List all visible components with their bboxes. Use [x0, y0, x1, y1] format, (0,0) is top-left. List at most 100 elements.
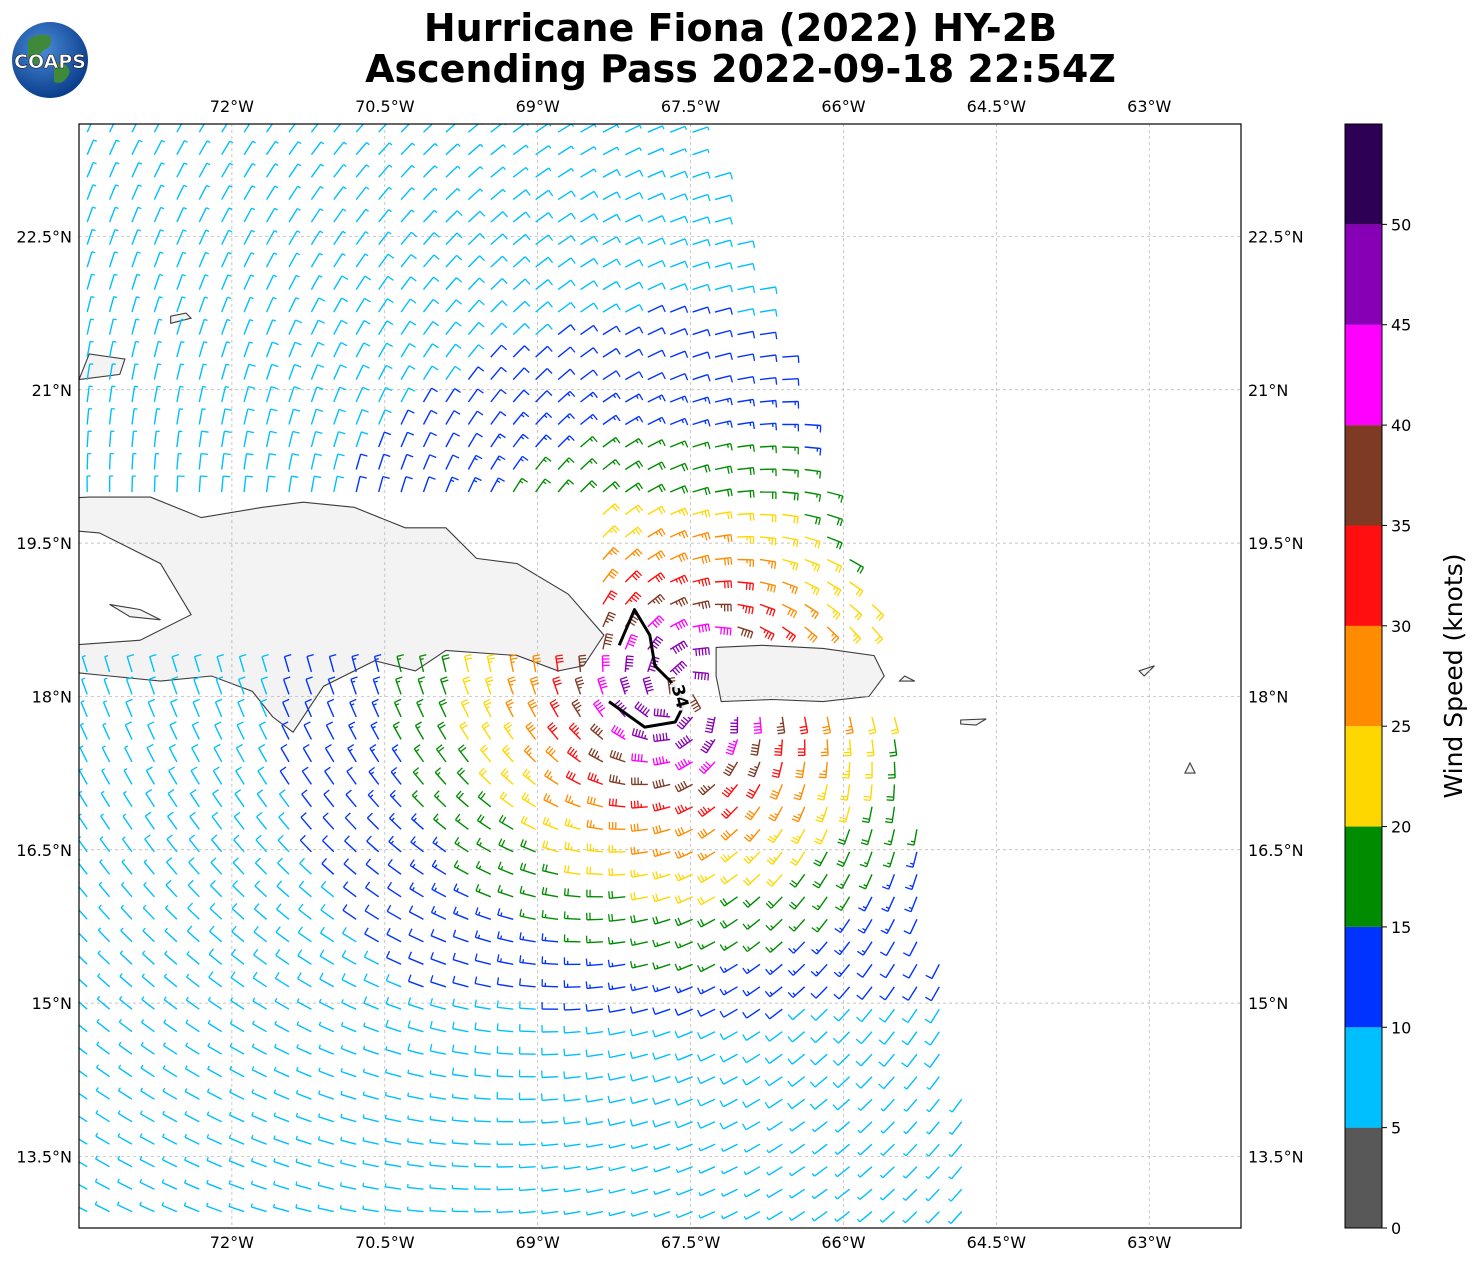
barb-feather: [631, 728, 635, 736]
wind-barb: [571, 699, 582, 718]
wind-barb: [414, 721, 425, 740]
wind-barb: [456, 767, 469, 785]
barb-feather: [213, 743, 221, 749]
wind-barb: [588, 747, 604, 763]
barb-half-feather: [589, 460, 593, 464]
wind-barb: [445, 277, 463, 291]
barb-shaft: [413, 748, 425, 763]
wind-barb: [827, 491, 844, 503]
wind-barb: [86, 161, 97, 178]
barb-feather: [793, 493, 796, 501]
wind-barb: [459, 721, 469, 740]
barb-feather: [726, 628, 729, 636]
barb-half-feather: [434, 143, 438, 147]
barb-half-feather: [779, 722, 784, 725]
barb-feather: [874, 636, 881, 642]
barb-shaft: [86, 386, 90, 403]
barb-half-feather: [159, 273, 164, 277]
wind-barb: [86, 139, 98, 155]
barb-feather: [775, 286, 778, 295]
barb-feather: [684, 597, 689, 604]
wind-barb: [445, 299, 463, 313]
barb-shaft: [400, 432, 409, 448]
barb-feather: [552, 704, 560, 710]
wind-barb: [692, 554, 711, 564]
barb-shaft: [669, 260, 686, 268]
wind-barb: [624, 548, 643, 561]
barb-half-feather: [229, 185, 233, 188]
barb-shaft: [310, 476, 315, 493]
wind-barb: [288, 124, 296, 133]
barb-feather: [636, 823, 639, 831]
wind-barb: [669, 193, 689, 201]
barb-feather: [437, 721, 445, 727]
wind-barb: [826, 603, 841, 620]
wind-barb: [602, 370, 621, 381]
barb-feather: [680, 719, 687, 725]
barb-feather: [406, 453, 414, 458]
wind-barb: [108, 430, 115, 448]
wind-barb: [445, 232, 463, 246]
barb-shaft: [378, 253, 389, 268]
barb-feather: [259, 721, 266, 726]
barb-shaft: [871, 739, 875, 756]
wind-barb: [669, 238, 689, 246]
barb-half-feather: [124, 745, 129, 749]
barb-shaft: [333, 476, 338, 493]
barb-half-feather: [123, 768, 128, 771]
barb-feather: [707, 194, 711, 202]
barb-feather: [858, 590, 864, 598]
wind-barb: [624, 259, 644, 268]
barb-shaft: [333, 275, 343, 290]
barb-feather: [360, 453, 368, 457]
wind-barb: [266, 163, 279, 178]
barb-shaft: [108, 386, 113, 403]
wind-barb: [310, 453, 322, 470]
barb-feather: [674, 785, 679, 793]
wind-barb: [642, 676, 654, 695]
barb-feather: [697, 789, 704, 796]
wind-barb: [153, 162, 165, 178]
barb-shaft: [221, 207, 230, 223]
barb-half-feather: [384, 1069, 388, 1073]
wind-barb: [505, 698, 514, 718]
barb-feather: [661, 439, 666, 447]
barb-feather: [707, 419, 711, 427]
barb-feather: [619, 729, 624, 737]
barb-half-feather: [704, 420, 707, 425]
barb-feather: [433, 276, 440, 283]
barb-shaft: [221, 431, 226, 448]
barb-feather: [149, 653, 157, 658]
wind-barb: [333, 163, 347, 178]
barb-feather: [545, 434, 552, 440]
barb-feather: [727, 512, 730, 520]
barb-half-feather: [678, 510, 681, 515]
barb-feather: [145, 789, 153, 794]
barb-shaft: [512, 367, 525, 381]
barb-feather: [548, 189, 554, 197]
wind-barb: [108, 228, 119, 245]
barb-feather: [707, 216, 711, 224]
wind-barb: [243, 124, 251, 133]
barb-half-feather: [276, 119, 279, 121]
barb-half-feather: [74, 1065, 76, 1068]
barb-feather: [639, 237, 644, 244]
barb-feather: [553, 679, 561, 683]
wind-barb: [841, 761, 851, 779]
barb-feather: [677, 783, 682, 791]
barb-feather: [621, 679, 629, 683]
wind-barb: [349, 698, 357, 718]
barb-half-feather: [116, 139, 120, 143]
wind-barb: [258, 721, 268, 740]
wind-barb: [624, 655, 634, 672]
barb-shaft: [176, 296, 183, 313]
barb-feather: [680, 642, 686, 649]
wind-barb: [400, 365, 416, 380]
wind-barb: [168, 743, 178, 763]
wind-barb: [288, 230, 301, 245]
barb-feather: [822, 728, 830, 732]
wind-barb: [243, 430, 255, 448]
wind-barb: [266, 119, 279, 133]
barb-half-feather: [388, 142, 393, 146]
barb-feather: [707, 623, 711, 632]
